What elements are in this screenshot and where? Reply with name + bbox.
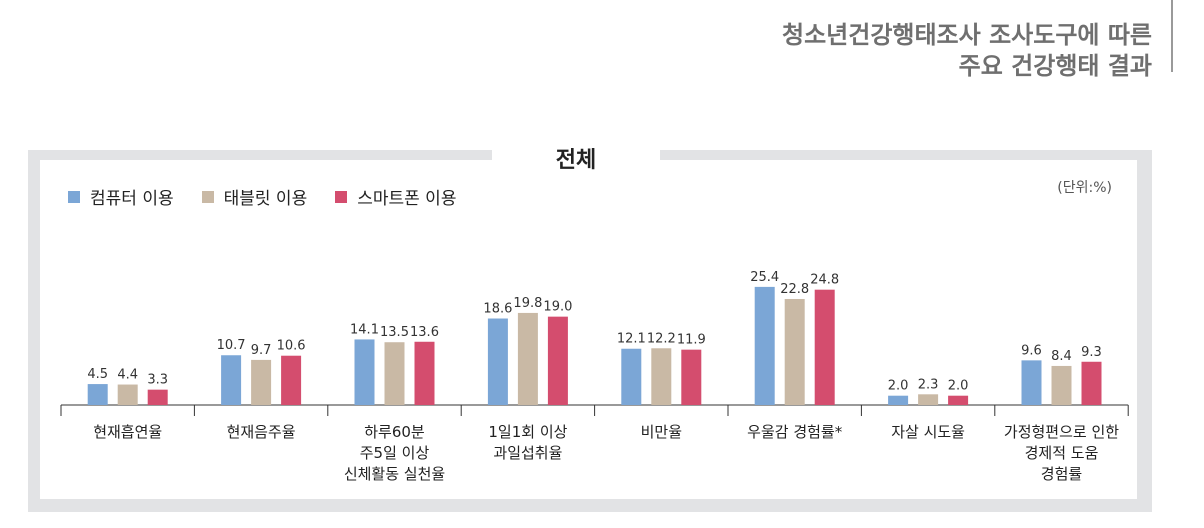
data-label: 9.7 bbox=[251, 343, 272, 358]
data-label: 8.4 bbox=[1051, 349, 1072, 364]
data-label: 9.6 bbox=[1021, 343, 1042, 358]
data-label: 13.6 bbox=[410, 325, 439, 340]
report-title: 청소년건강행태조사 조사도구에 따른 주요 건강행태 결과 bbox=[782, 20, 1152, 82]
data-label: 4.4 bbox=[117, 368, 138, 383]
data-label: 3.3 bbox=[147, 373, 168, 388]
category-label: 과일섭취율 bbox=[493, 444, 562, 462]
data-label: 25.4 bbox=[750, 270, 779, 285]
category-label: 자살 시도율 bbox=[891, 423, 965, 441]
category-label: 가정형편으로 인한 bbox=[1004, 423, 1119, 441]
bar bbox=[888, 395, 909, 405]
data-label: 4.5 bbox=[87, 367, 108, 382]
legend-item-tablet: 태블릿 이용 bbox=[201, 184, 308, 209]
bar bbox=[487, 318, 508, 405]
chart-panel-inner bbox=[40, 160, 1137, 499]
legend-swatch-smartphone bbox=[335, 190, 348, 203]
bar bbox=[354, 339, 375, 405]
legend-item-smartphone: 스마트폰 이용 bbox=[335, 184, 456, 209]
bar bbox=[681, 349, 702, 405]
category-label: 1일1회 이상 bbox=[488, 423, 567, 441]
data-label: 12.2 bbox=[647, 331, 676, 346]
data-label: 19.8 bbox=[513, 296, 542, 311]
chart-legend: 컴퓨터 이용 태블릿 이용 스마트폰 이용 bbox=[68, 184, 456, 209]
bar bbox=[651, 348, 672, 405]
data-label: 2.0 bbox=[948, 379, 969, 394]
data-label: 13.5 bbox=[380, 325, 409, 340]
category-label: 경제적 도움 bbox=[1025, 444, 1099, 462]
legend-label-computer: 컴퓨터 이용 bbox=[90, 189, 174, 209]
category-label: 신체활동 실천율 bbox=[344, 465, 445, 483]
category-label: 우울감 경험률* bbox=[747, 423, 843, 441]
bar bbox=[814, 289, 835, 405]
report-title-line2: 주요 건강행태 결과 bbox=[958, 52, 1152, 80]
header-divider bbox=[1171, 0, 1173, 72]
category-label: 현재흡연율 bbox=[93, 423, 162, 441]
bar bbox=[281, 355, 302, 405]
bar bbox=[117, 384, 138, 405]
chart-title-box bbox=[492, 138, 660, 174]
category-label: 현재음주율 bbox=[227, 423, 296, 441]
bar bbox=[87, 384, 108, 405]
legend-swatch-computer bbox=[68, 190, 80, 203]
bar bbox=[1081, 361, 1102, 405]
legend-swatch-tablet bbox=[201, 190, 214, 203]
category-label: 경험률 bbox=[1041, 465, 1083, 483]
bar bbox=[147, 389, 168, 405]
bar bbox=[918, 394, 939, 405]
bar bbox=[517, 312, 538, 405]
legend-item-computer: 컴퓨터 이용 bbox=[68, 184, 174, 209]
bar bbox=[547, 316, 568, 405]
data-label: 14.1 bbox=[350, 322, 379, 337]
report-title-line1: 청소년건강행태조사 조사도구에 따른 bbox=[782, 21, 1152, 49]
legend-label-smartphone: 스마트폰 이용 bbox=[357, 189, 457, 209]
bar bbox=[251, 359, 272, 405]
bar bbox=[1051, 365, 1072, 405]
data-label: 12.1 bbox=[617, 332, 646, 347]
legend-label-tablet: 태블릿 이용 bbox=[223, 189, 308, 209]
unit-label: (단위:%) bbox=[1057, 180, 1112, 196]
bar bbox=[384, 342, 405, 405]
data-label: 22.8 bbox=[780, 282, 809, 297]
data-label: 2.3 bbox=[918, 377, 939, 392]
bar bbox=[754, 286, 775, 405]
data-label: 11.9 bbox=[677, 333, 706, 348]
data-label: 2.0 bbox=[888, 379, 909, 394]
category-label: 비만율 bbox=[641, 423, 682, 441]
chart-title: 전체 bbox=[555, 148, 597, 173]
bar bbox=[948, 395, 969, 405]
data-label: 9.3 bbox=[1081, 345, 1102, 360]
data-label: 10.6 bbox=[277, 339, 306, 354]
category-label: 주5일 이상 bbox=[360, 444, 430, 462]
bar bbox=[1021, 360, 1042, 405]
bar bbox=[221, 355, 242, 405]
data-label: 18.6 bbox=[483, 302, 512, 317]
bar bbox=[414, 341, 435, 405]
bar bbox=[621, 348, 642, 405]
category-label: 하루60분 bbox=[364, 423, 425, 441]
bar bbox=[784, 298, 805, 405]
data-label: 24.8 bbox=[810, 273, 839, 288]
data-label: 10.7 bbox=[217, 338, 246, 353]
data-label: 19.0 bbox=[543, 300, 572, 315]
